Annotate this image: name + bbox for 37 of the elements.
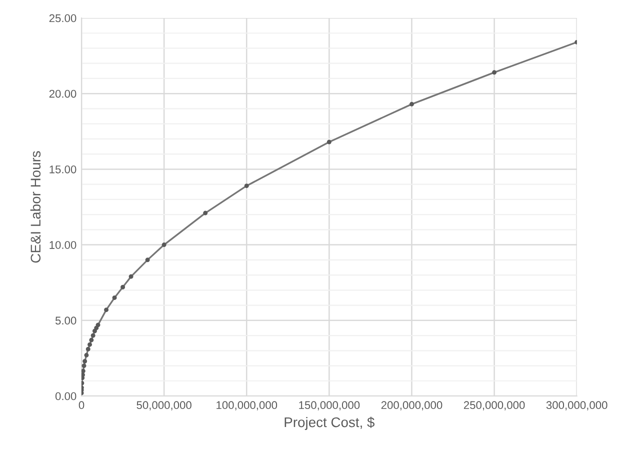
point — [86, 346, 90, 352]
point — [82, 368, 86, 374]
y-tick-label: 10.00 — [50, 241, 76, 249]
y-tick-label: 0.00 — [55, 392, 76, 400]
y-axis-title: CE&I Labor Hours — [30, 151, 41, 263]
point — [492, 70, 497, 75]
point — [203, 210, 208, 216]
x-tick-label: 50,000,000 — [136, 401, 192, 410]
point — [112, 295, 117, 300]
y-tick-label: 5.00 — [55, 316, 76, 325]
x-tick-label: 200,000,000 — [381, 401, 442, 410]
y-tick-label: 25.00 — [49, 14, 76, 22]
point — [128, 274, 134, 279]
point — [162, 242, 166, 248]
point — [84, 352, 89, 358]
x-tick-label: 300,000,000 — [546, 401, 608, 410]
point — [90, 333, 96, 338]
x-tick-label: 250,000,000 — [464, 401, 525, 410]
point — [92, 328, 97, 334]
point — [82, 364, 86, 368]
point — [89, 338, 94, 342]
y-tick-label: 20.00 — [49, 90, 76, 98]
x-tick-label: 100,000,000 — [216, 401, 278, 410]
point — [104, 308, 109, 312]
point — [409, 102, 414, 106]
x-tick-label: 150,000,000 — [299, 401, 360, 410]
x-tick-label: 0 — [78, 401, 84, 410]
point — [94, 326, 99, 330]
point — [88, 342, 92, 347]
point — [82, 358, 88, 364]
point — [145, 258, 150, 262]
y-tick-label: 15.00 — [50, 165, 76, 174]
point — [120, 284, 126, 290]
point — [96, 322, 100, 328]
x-axis-title: Project Cost, $ — [284, 416, 374, 430]
point — [244, 184, 249, 188]
point — [326, 140, 332, 144]
